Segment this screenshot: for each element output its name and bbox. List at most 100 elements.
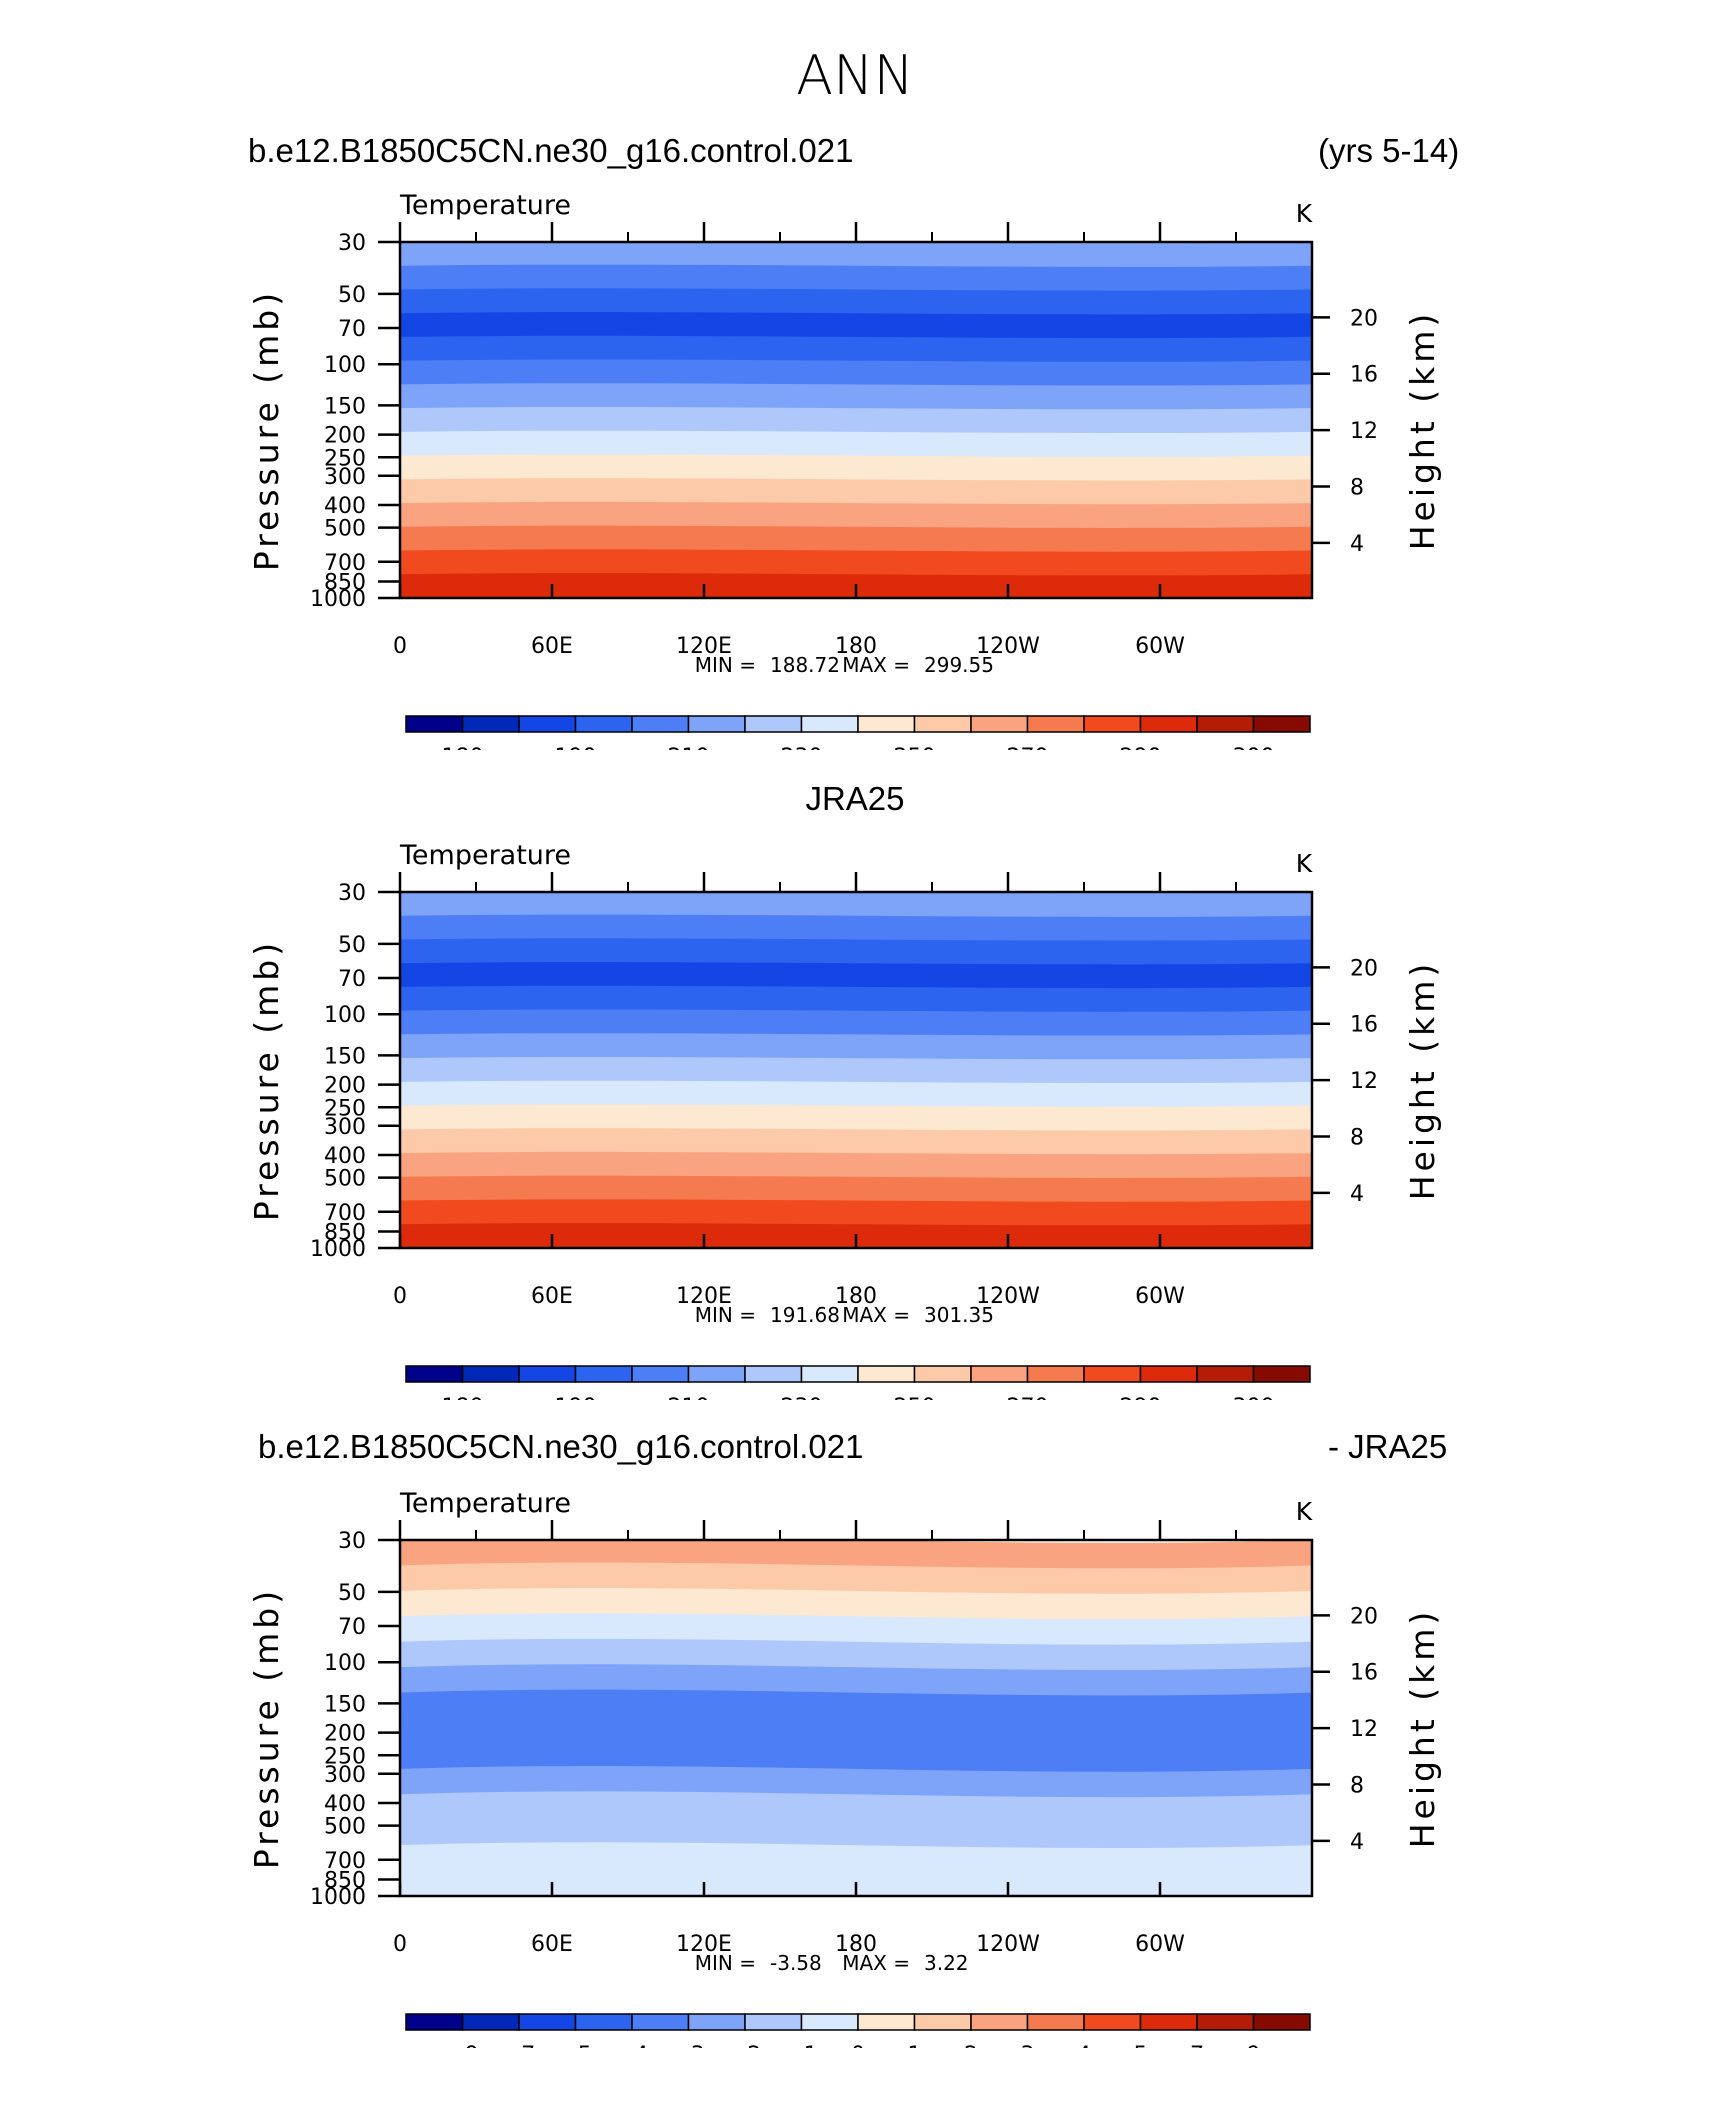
colorbar-box [574,2013,633,2031]
y-right-tick-label: 4 [1350,1182,1364,1207]
colorbar-box [1252,715,1311,733]
colorbar-box [800,2013,859,2031]
colorbar-box [744,1365,803,1383]
contour-band [400,1175,1312,1205]
colorbar-box [1139,715,1198,733]
contour-field [400,892,1312,1248]
colorbar-box [687,2013,746,2031]
colorbar-box [687,1365,746,1383]
contour-band [400,1151,1312,1181]
colorbar-box [970,1365,1029,1383]
x-tick-label: 120W [976,634,1040,659]
max-label: MAX = [842,1951,910,1975]
colorbar-label: 190 [555,1395,597,1400]
contour-field [400,242,1312,598]
y-tick-label: 400 [324,1144,366,1169]
colorbar-label: 3 [1021,2043,1035,2048]
colorbar-label: 1 [908,2043,922,2048]
units-label: K [1296,199,1313,228]
colorbar-box [970,2013,1029,2031]
colorbar-box [461,2013,520,2031]
x-tick-label: 60W [1135,634,1185,659]
colorbar-box [405,1365,464,1383]
colorbar-label: 2 [964,2043,978,2048]
colorbar-box [1252,1365,1311,1383]
colorbar: 180 190 210 230 250 270 290 300 [405,715,1311,750]
contour-band [400,1056,1312,1087]
colorbar-box [405,2013,464,2031]
panel-title: Temperature [399,840,571,871]
colorbar-box [518,1365,577,1383]
y-axis-title: Pressure (mb) [247,1587,286,1869]
y-tick-label: 70 [338,1615,366,1640]
y-right-tick-label: 16 [1350,1661,1378,1686]
y-tick-label: 850 [324,571,366,596]
x-tick-label: 120W [976,1284,1040,1309]
colorbar-label: 270 [1007,745,1049,750]
contour-band [400,1199,1312,1229]
y-right-tick-label: 12 [1350,419,1378,444]
y-tick-label: 1000 [310,1885,366,1910]
contour-band [400,938,1312,968]
contour-band [400,312,1312,342]
colorbar-box [1196,715,1255,733]
max-label: MAX = [842,1303,910,1327]
colorbar-box [1026,1365,1085,1383]
y-tick-label: 30 [338,1529,366,1554]
y-tick-label: 100 [324,353,366,378]
colorbar-label: 210 [668,1395,710,1400]
contour-field [400,1540,1312,1896]
colorbar-label: −5 [559,2043,591,2048]
colorbar-box [574,715,633,733]
colorbar-box [1083,1365,1142,1383]
colorbar-label: −4 [616,2043,648,2048]
y-tick-label: 500 [324,1167,366,1192]
colorbar-box [800,1365,859,1383]
y-right-tick-label: 20 [1350,306,1378,331]
units-label: K [1296,1497,1313,1526]
contour-band [400,1033,1312,1063]
y-right-tick-label: 8 [1350,1774,1364,1799]
min-label: MIN = [695,1951,756,1975]
x-tick-label: 120E [676,634,732,659]
colorbar-label: 4 [1077,2043,1091,2048]
colorbar-label: −1 [785,2043,817,2048]
x-tick-label: 0 [393,1284,407,1309]
colorbar-box [518,715,577,733]
contour-band [400,1128,1312,1158]
y-right-tick-label: 16 [1350,1013,1378,1038]
colorbar-box [687,715,746,733]
contour-band [400,1080,1312,1110]
colorbar-box [631,1365,690,1383]
y-tick-label: 250 [324,1096,366,1121]
contour-band [400,383,1312,413]
x-tick-label: 120E [676,1932,732,1957]
colorbar-box [1026,2013,1085,2031]
colorbar-box [913,2013,972,2031]
y-right-tick-label: 4 [1350,532,1364,557]
y-tick-label: 150 [324,1044,366,1069]
min-label: MIN = [695,1303,756,1327]
colorbar-box [1083,715,1142,733]
units-label: K [1296,849,1313,878]
x-tick-label: 60E [531,1284,573,1309]
colorbar-label: −2 [729,2043,761,2048]
panel-1: 0 60E 120E 180 120W 60W 30 50 70 100 150 200 250 300 4… [0,180,1710,830]
colorbar-box [631,715,690,733]
y-tick-label: 100 [324,1651,366,1676]
colorbar-box [857,715,916,733]
panel2-dataset: JRA25 [805,780,905,817]
colorbar-box [913,1365,972,1383]
y-right-axis-title: Height (km) [1403,960,1442,1201]
colorbar: 180 190 210 230 250 270 290 300 [405,1365,1311,1400]
panel-2: 0 60E 120E 180 120W 60W 30 50 70 100 150 200 250 300 4… [0,830,1710,1480]
colorbar-box [1252,2013,1311,2031]
colorbar-box [461,715,520,733]
y-tick-label: 700 [324,1849,366,1874]
colorbar-label: 210 [668,745,710,750]
contour-band [400,1104,1312,1134]
panel-title: Temperature [399,190,571,221]
colorbar-label: 230 [781,1395,823,1400]
y-tick-label: 150 [324,1692,366,1717]
colorbar-box [913,715,972,733]
